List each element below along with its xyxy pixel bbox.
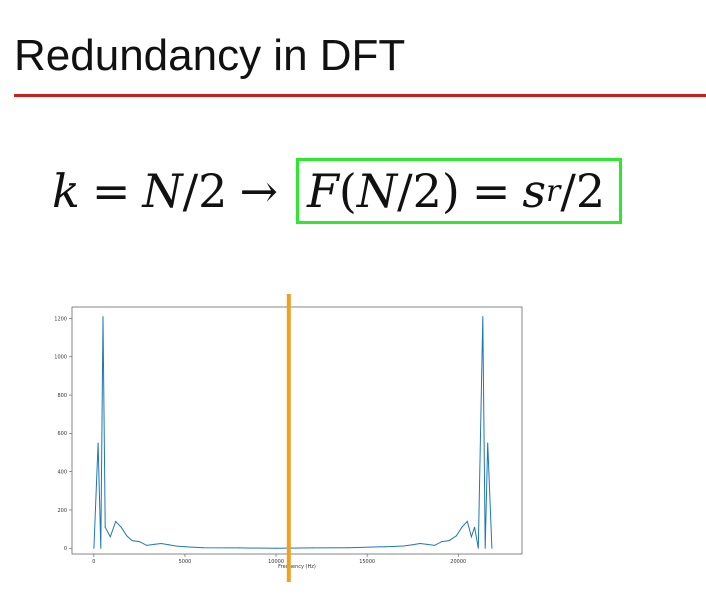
x-axis-label: Frequency (Hz) (278, 564, 316, 570)
y-tick-label-400: 400 (57, 469, 67, 475)
spectrum-point (239, 547, 241, 549)
eq-two: 2 (198, 164, 228, 218)
spectrum-point (434, 544, 436, 546)
spectrum-point (311, 547, 313, 549)
spectrum-point (115, 520, 117, 522)
eq-s: s (522, 164, 547, 218)
x-tick-label-20000: 20000 (450, 559, 466, 565)
spectrum-point (275, 547, 277, 549)
spectrum-point (138, 541, 140, 543)
spectrum-point (419, 542, 421, 544)
y-tick-label-1000: 1000 (54, 355, 67, 361)
eq-F: F (307, 164, 339, 218)
eq-N-2: N (356, 164, 398, 218)
spectrum-point (384, 546, 386, 548)
y-tick-label-0: 0 (64, 546, 67, 552)
y-tick-label-600: 600 (57, 431, 67, 437)
spectrum-point (184, 546, 186, 548)
spectrum-point (466, 520, 468, 522)
spectrum-point (441, 541, 443, 543)
spectrum-point (426, 543, 428, 545)
spectrum-point (348, 547, 350, 549)
spectrum-point (153, 543, 155, 545)
spectrum-point (146, 544, 148, 546)
spectrum-point (100, 547, 102, 549)
eq-equals-2: = (471, 164, 511, 218)
eq-lparen: ( (338, 164, 357, 218)
spectrum-point (126, 535, 128, 537)
eq-slash: / (182, 164, 199, 218)
y-tick-label-200: 200 (57, 508, 67, 514)
eq-k: k (52, 164, 80, 218)
y-tick-label-1200: 1200 (54, 316, 67, 322)
spectrum-point (491, 547, 493, 549)
eq-slash-3: / (560, 164, 576, 218)
slide-title: Redundancy in DFT (14, 31, 406, 80)
spectrum-point (484, 547, 486, 549)
spectrum-point (131, 540, 133, 542)
spectrum-point (477, 547, 479, 549)
eq-slash-2: / (397, 164, 413, 218)
spectrum-point (403, 545, 405, 547)
eq-two-2: 2 (412, 164, 442, 218)
spectrum-point (455, 535, 457, 537)
spectrum-point (470, 536, 472, 538)
spectrum-line (93, 316, 493, 549)
spectrum-point (487, 442, 489, 444)
eq-equals-1: = (91, 164, 131, 218)
spectrum-chart: 0 200 400 600 800 1000 1200 0 5000 10000 15000 2000… (50, 292, 530, 592)
x-tick-label-5000: 5000 (179, 559, 192, 565)
spectrum-point (93, 547, 95, 549)
spectrum-point (160, 542, 162, 544)
x-tick-label-10000: 10000 (268, 559, 284, 565)
spectrum-chart-svg: 0 200 400 600 800 1000 1200 0 5000 10000 15000 2000… (54, 294, 523, 582)
eq-rparen: ) (441, 164, 460, 218)
spectrum-point (482, 316, 484, 318)
spectrum-point (102, 316, 104, 318)
plot-frame (71, 306, 523, 555)
eq-two-3: 2 (575, 164, 606, 218)
spectrum-point (202, 547, 204, 549)
title-underline (14, 94, 706, 97)
spectrum-point (120, 526, 122, 528)
x-tick-label-0: 0 (92, 559, 95, 565)
spectrum-point (461, 526, 463, 528)
spectrum-point (175, 545, 177, 547)
spectrum-point (97, 442, 99, 444)
eq-N: N (142, 164, 183, 218)
spectrum-point (474, 526, 476, 528)
spectrum-point (448, 540, 450, 542)
spectrum-point (412, 544, 414, 546)
spectrum-point (104, 526, 106, 528)
x-tick-label-15000: 15000 (359, 559, 375, 565)
spectrum-point (168, 544, 170, 546)
eq-r-subscript: r (546, 173, 561, 209)
y-tick-label-800: 800 (57, 393, 67, 399)
eq-arrow: → (239, 164, 278, 218)
spectrum-point (109, 536, 111, 538)
